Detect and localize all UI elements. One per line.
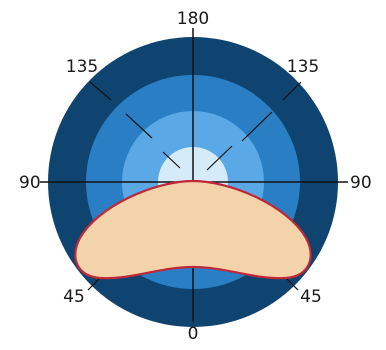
guide-line-left-135-inner: [125, 113, 153, 139]
label-lower-left: 45: [63, 287, 85, 307]
label-upper-left: 135: [66, 57, 98, 77]
guide-line-left-135-center: [162, 151, 181, 169]
label-right: 90: [350, 173, 372, 193]
guide-line-right-135: [282, 81, 302, 101]
guide-line-right-135-inner: [241, 111, 273, 142]
label-top: 180: [177, 9, 209, 29]
label-bottom: 0: [188, 324, 199, 344]
guide-line-left-135: [89, 81, 112, 101]
guide-line-right-135-center: [206, 145, 233, 171]
radiation-lobe: [74, 179, 312, 280]
label-left: 90: [19, 173, 41, 193]
label-upper-right: 135: [287, 57, 319, 77]
label-lower-right: 45: [300, 287, 322, 307]
